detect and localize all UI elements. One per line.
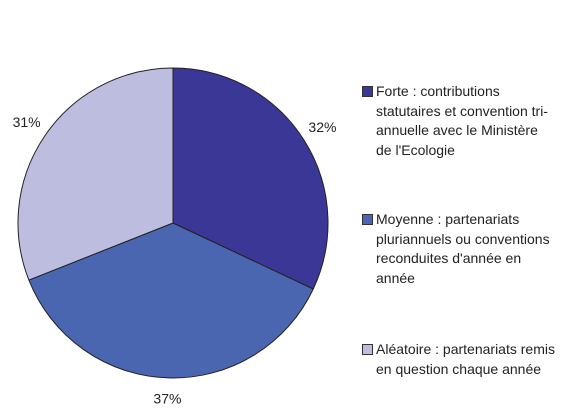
pie-slice <box>28 222 314 379</box>
legend-swatch <box>362 214 373 225</box>
pie-slice <box>172 67 329 290</box>
legend-label: Forte : contributions statutaires et con… <box>376 83 548 158</box>
pie-slice <box>17 67 174 281</box>
legend-label: Moyenne : partenariats pluriannuels ou c… <box>376 211 550 286</box>
slice-label: 37% <box>153 391 181 407</box>
legend-label: Aléatoire : partenariats remis en questi… <box>376 341 555 377</box>
legend-swatch <box>362 86 373 97</box>
legend-swatch <box>362 344 373 355</box>
slice-label: 31% <box>13 114 41 130</box>
slice-label: 32% <box>308 119 336 135</box>
